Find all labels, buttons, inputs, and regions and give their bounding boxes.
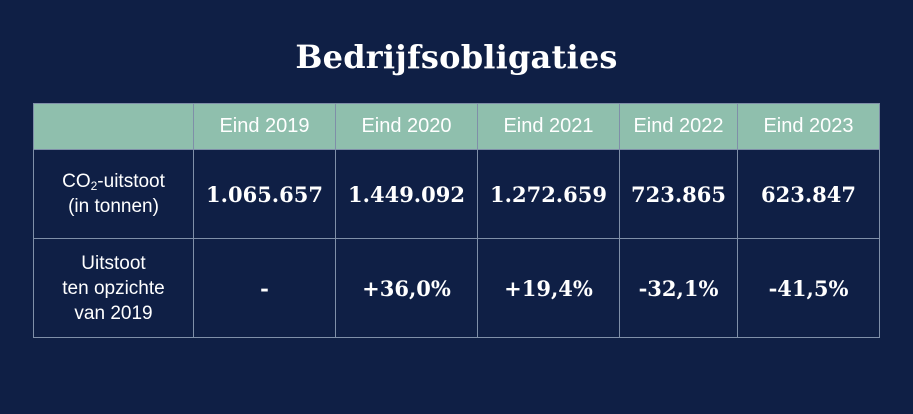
value-emissions-2022: 723.865	[619, 149, 738, 239]
row-label-change: Uitstoot ten opzichte van 2019	[33, 238, 194, 338]
row-label-change-line3: van 2019	[74, 302, 153, 324]
header-cell-2020: Eind 2020	[335, 103, 478, 150]
value-change-2019: -	[193, 238, 336, 338]
header-cell-2023: Eind 2023	[737, 103, 880, 150]
table-row-emissions: CO2-uitstoot (in tonnen) 1.065.657 1.449…	[33, 149, 880, 239]
header-cell-2019: Eind 2019	[193, 103, 336, 150]
row-label-subscript: 2	[90, 179, 98, 193]
value-change-2020: +36,0%	[335, 238, 478, 338]
value-change-2021: +19,4%	[477, 238, 620, 338]
row-label-unit: (in tonnen)	[68, 196, 159, 217]
table-header-row: Eind 2019 Eind 2020 Eind 2021 Eind 2022 …	[33, 103, 880, 150]
header-cell-2021: Eind 2021	[477, 103, 620, 150]
row-label-co: CO	[62, 171, 91, 192]
header-cell-empty	[33, 103, 194, 150]
row-label-change-line1: Uitstoot	[81, 252, 146, 274]
header-cell-2022: Eind 2022	[619, 103, 738, 150]
row-label-emissions: CO2-uitstoot (in tonnen)	[33, 149, 194, 239]
value-change-2022: -32,1%	[619, 238, 738, 338]
value-emissions-2020: 1.449.092	[335, 149, 478, 239]
table-title: Bedrijfsobligaties	[295, 38, 618, 76]
emissions-table: Eind 2019 Eind 2020 Eind 2021 Eind 2022 …	[33, 103, 880, 338]
value-change-2023: -41,5%	[737, 238, 880, 338]
value-emissions-2021: 1.272.659	[477, 149, 620, 239]
row-label-change-line2: ten opzichte	[62, 277, 165, 299]
table-row-change: Uitstoot ten opzichte van 2019 - +36,0% …	[33, 238, 880, 338]
value-emissions-2023: 623.847	[737, 149, 880, 239]
row-label-uitstoot: -uitstoot	[97, 171, 165, 192]
value-emissions-2019: 1.065.657	[193, 149, 336, 239]
